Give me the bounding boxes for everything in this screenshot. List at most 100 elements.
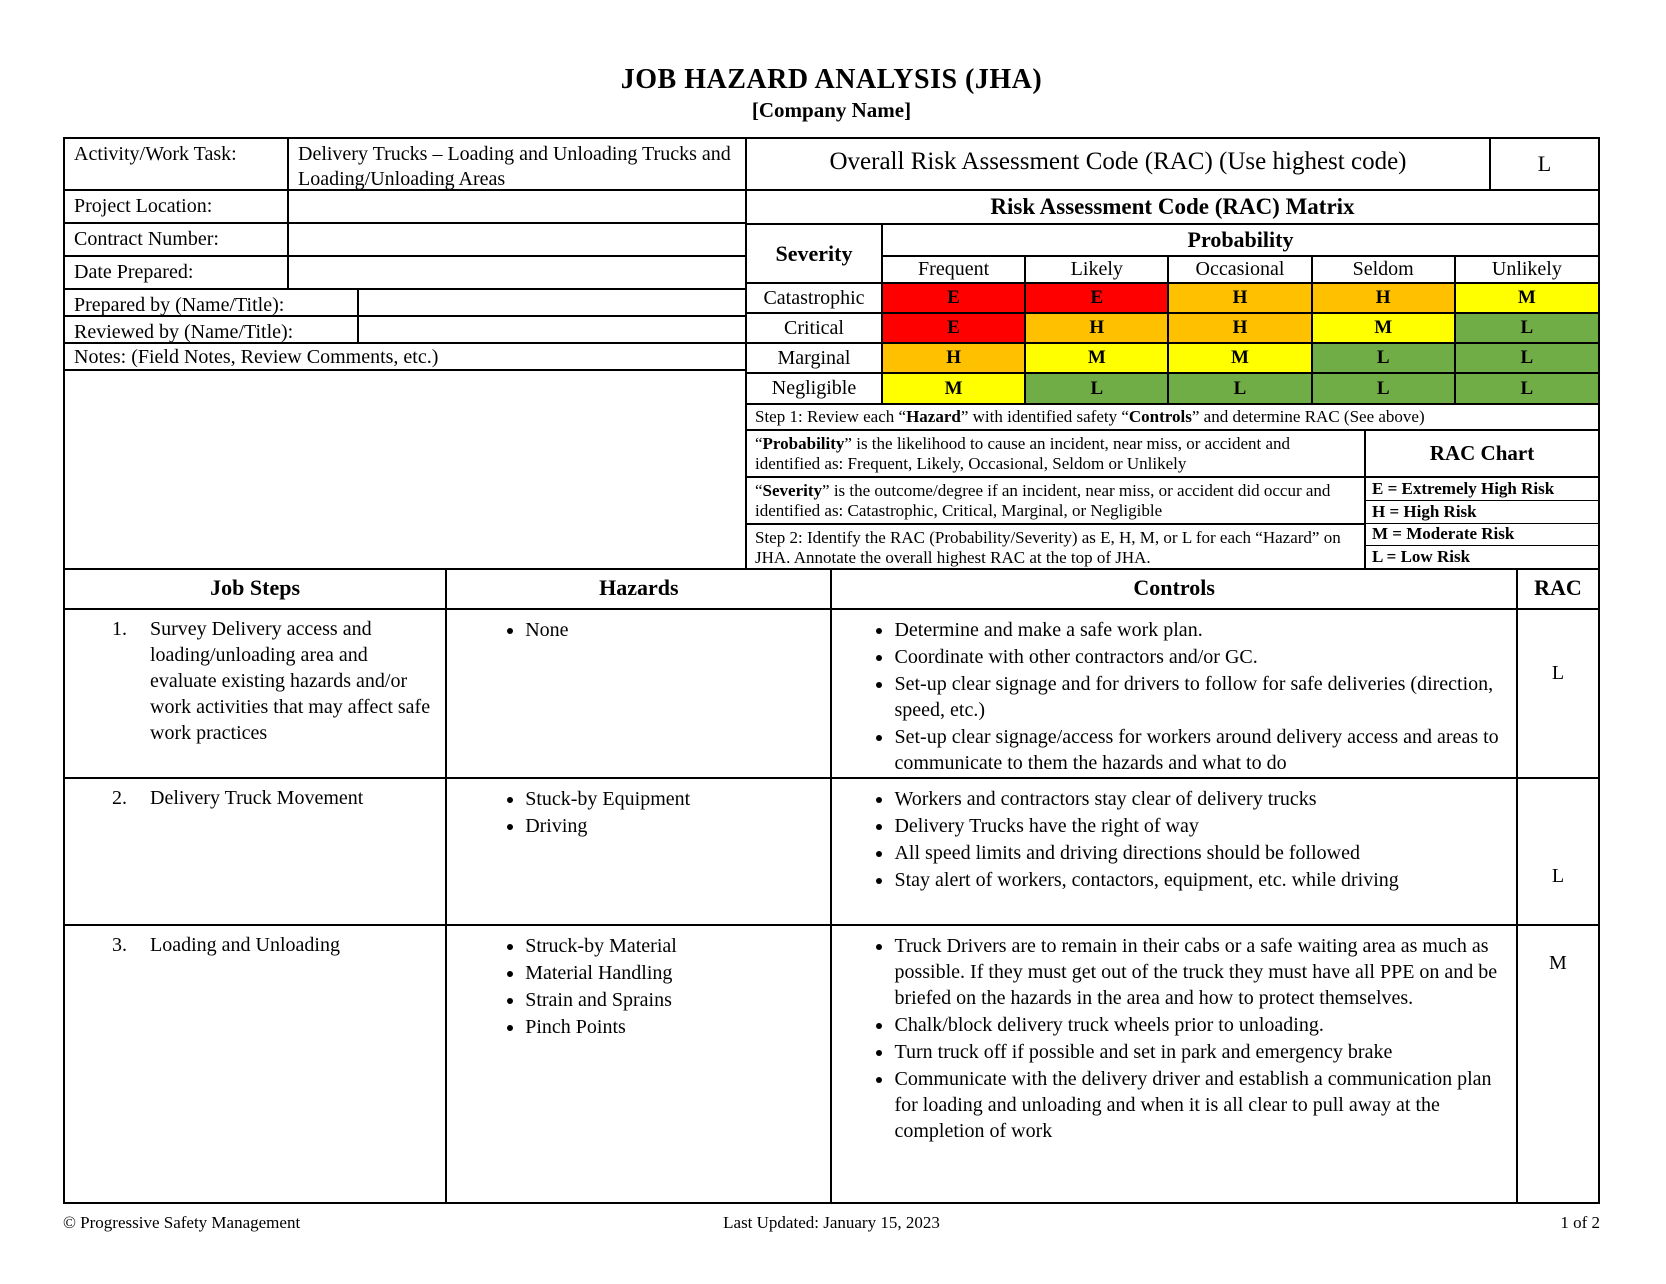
project-location-value[interactable]: [289, 191, 745, 222]
severity-label: Catastrophic: [746, 282, 883, 315]
rac-value: L: [1515, 777, 1601, 926]
prepared-by-value[interactable]: [359, 290, 745, 315]
legend-high-risk: H = High Risk: [1366, 501, 1598, 524]
matrix-cell: H: [1167, 282, 1313, 315]
matrix-cell: M: [1024, 342, 1170, 375]
controls-list: Workers and contractors stay clear of de…: [832, 786, 1515, 893]
form-fields-panel: Activity/Work Task: Delivery Trucks – Lo…: [65, 139, 747, 568]
reviewed-by-value[interactable]: [359, 317, 745, 342]
probability-level: Seldom: [1310, 255, 1456, 285]
severity-definition: “Severity” is the outcome/degree if an i…: [747, 478, 1364, 525]
hazard-item: None: [525, 617, 830, 643]
step-number: 2.: [112, 787, 127, 809]
company-name: [Company Name]: [751, 98, 912, 122]
control-item: Turn truck off if possible and set in pa…: [894, 1039, 1515, 1065]
copyright-text: © Progressive Safety Management: [63, 1213, 301, 1232]
page-number: 1 of 2: [1560, 1213, 1600, 1232]
rac-matrix-title: Risk Assessment Code (RAC) Matrix: [747, 191, 1598, 226]
controls-header: Controls: [830, 568, 1518, 610]
contract-number-label: Contract Number:: [65, 224, 289, 255]
hazard-item: Stuck-by Equipment: [525, 786, 830, 812]
matrix-cell: L: [1024, 372, 1170, 405]
controls-list: Determine and make a safe work plan.Coor…: [832, 617, 1515, 776]
control-item: Coordinate with other contractors and/or…: [894, 644, 1515, 670]
matrix-cell: L: [1453, 372, 1600, 405]
step-text: Delivery Truck Movement: [150, 787, 364, 809]
matrix-cell: L: [1167, 372, 1313, 405]
hazards-list: None: [447, 617, 830, 643]
definitions-section: “Probability” is the likelihood to cause…: [747, 431, 1598, 568]
job-steps-header: Job Steps: [62, 568, 448, 610]
form-row-prepared-by: Prepared by (Name/Title):: [65, 290, 745, 317]
matrix-cell: L: [1310, 372, 1456, 405]
control-item: Delivery Trucks have the right of way: [894, 813, 1515, 839]
control-item: Determine and make a safe work plan.: [894, 617, 1515, 643]
overall-rac-value[interactable]: L: [1537, 150, 1552, 176]
matrix-cell: M: [1310, 312, 1456, 345]
hazard-item: Driving: [525, 813, 830, 839]
form-row-date-prepared: Date Prepared:: [65, 257, 745, 290]
probability-definition: “Probability” is the likelihood to cause…: [747, 431, 1364, 478]
severity-label: Critical: [746, 312, 883, 345]
step-text: Survey Delivery access and loading/unloa…: [150, 618, 431, 744]
matrix-cell: H: [1167, 312, 1313, 345]
job-step-cell: 3. Loading and Unloading: [62, 924, 448, 1204]
controls-cell: Determine and make a safe work plan.Coor…: [830, 608, 1518, 779]
notes-entry-area[interactable]: [65, 371, 745, 568]
notes-label: Notes: (Field Notes, Review Comments, et…: [65, 344, 745, 371]
rac-value: M: [1515, 924, 1601, 1204]
job-row-3: 3. Loading and Unloading Struck-by Mater…: [62, 924, 1601, 1204]
control-item: Truck Drivers are to remain in their cab…: [894, 933, 1515, 1011]
job-step-cell: 1. Survey Delivery access and loading/un…: [62, 608, 448, 779]
last-updated-text: Last Updated: January 15, 2023: [723, 1213, 940, 1232]
reviewed-by-label: Reviewed by (Name/Title):: [65, 317, 359, 343]
severity-label: Negligible: [746, 372, 883, 405]
form-row-contract-number: Contract Number:: [65, 224, 745, 257]
top-section: Activity/Work Task: Delivery Trucks – Lo…: [63, 137, 1600, 570]
probability-level: Likely: [1024, 255, 1170, 285]
matrix-cell: E: [1024, 282, 1170, 315]
hazards-list: Struck-by MaterialMaterial HandlingStrai…: [447, 933, 830, 1040]
matrix-cell: H: [1024, 312, 1170, 345]
form-row-project-location: Project Location:: [65, 191, 745, 224]
probability-header: Probability: [881, 224, 1599, 258]
page-footer: © Progressive Safety Management Last Upd…: [63, 1213, 1600, 1233]
hazards-cell: Struck-by MaterialMaterial HandlingStrai…: [445, 924, 833, 1204]
controls-cell: Workers and contractors stay clear of de…: [830, 777, 1518, 926]
prepared-by-label: Prepared by (Name/Title):: [65, 290, 359, 316]
date-prepared-label: Date Prepared:: [65, 257, 289, 288]
probability-level: Unlikely: [1453, 255, 1600, 285]
control-item: Set-up clear signage/access for workers …: [894, 724, 1515, 776]
job-hazard-table: Job Steps Hazards Controls RAC 1. Survey…: [62, 568, 1601, 1204]
matrix-cell: E: [880, 282, 1027, 315]
matrix-cell: E: [880, 312, 1027, 345]
control-item: Workers and contractors stay clear of de…: [894, 786, 1515, 812]
job-row-1: 1. Survey Delivery access and loading/un…: [62, 608, 1601, 779]
rac-header: RAC: [1515, 568, 1601, 610]
rac-chart-title: RAC Chart: [1366, 431, 1598, 478]
control-item: Stay alert of workers, contactors, equip…: [894, 867, 1515, 893]
matrix-cell: L: [1453, 312, 1600, 345]
overall-rac-label: Overall Risk Assessment Code (RAC) (Use …: [747, 139, 1491, 189]
overall-rac-row: Overall Risk Assessment Code (RAC) (Use …: [747, 139, 1598, 191]
date-prepared-value[interactable]: [289, 257, 745, 288]
matrix-cell: L: [1453, 342, 1600, 375]
step-text: Loading and Unloading: [150, 934, 340, 956]
step1-instruction: Step 1: Review each “Hazard” with identi…: [747, 405, 1598, 431]
activity-work-task-value[interactable]: Delivery Trucks – Loading and Unloading …: [298, 143, 731, 190]
matrix-cell: M: [1453, 282, 1600, 315]
hazards-cell: None: [445, 608, 833, 779]
contract-number-value[interactable]: [289, 224, 745, 255]
hazard-item: Strain and Sprains: [525, 987, 830, 1013]
matrix-cell: M: [1167, 342, 1313, 375]
definitions-column: “Probability” is the likelihood to cause…: [747, 431, 1366, 568]
hazard-item: Pinch Points: [525, 1014, 830, 1040]
job-table-header-row: Job Steps Hazards Controls RAC: [62, 568, 1601, 610]
legend-low-risk: L = Low Risk: [1372, 547, 1471, 567]
matrix-cell: M: [880, 372, 1027, 405]
hazards-cell: Stuck-by EquipmentDriving: [445, 777, 833, 926]
matrix-cell: H: [880, 342, 1027, 375]
hazard-item: Material Handling: [525, 960, 830, 986]
step2-instruction: Step 2: Identify the RAC (Probability/Se…: [755, 528, 1341, 567]
